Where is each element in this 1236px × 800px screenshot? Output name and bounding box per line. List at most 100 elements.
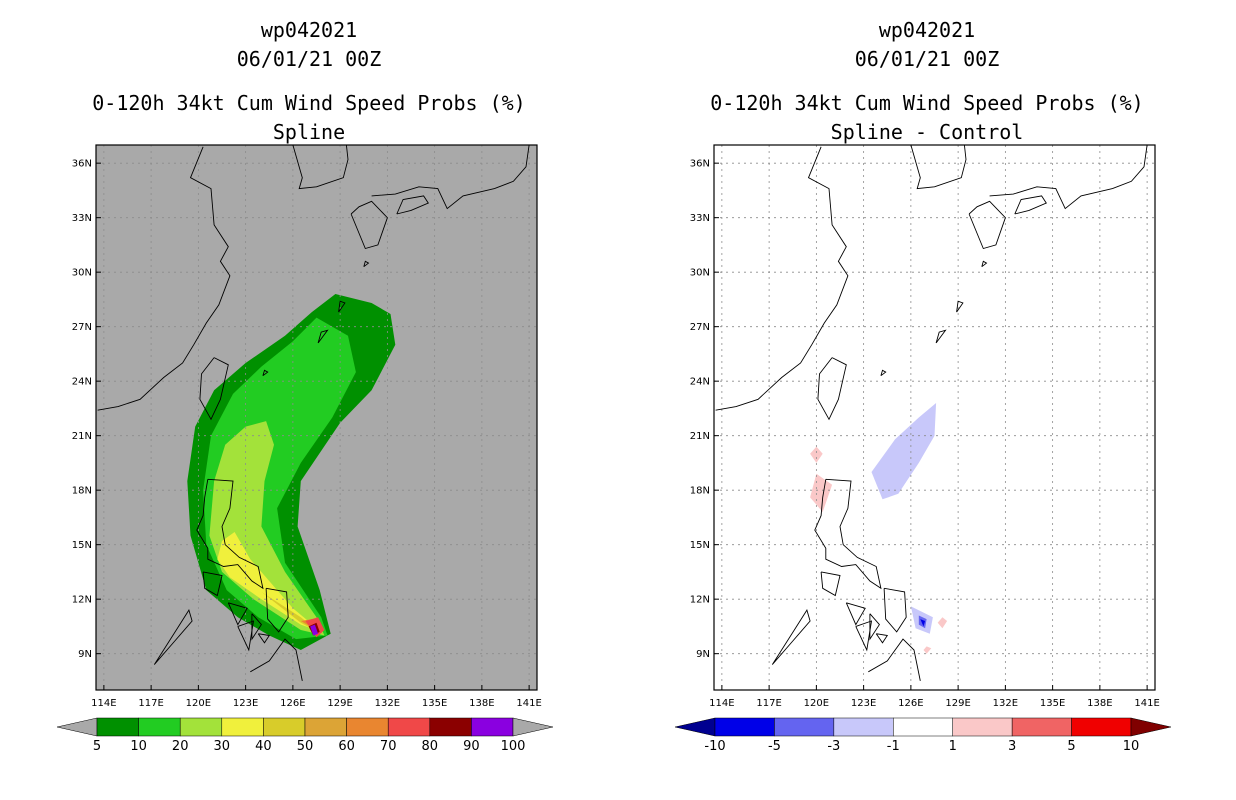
coastline-9 <box>227 602 248 626</box>
coastline-16 <box>956 300 964 313</box>
coastlines <box>97 145 530 681</box>
coastline-16 <box>338 300 346 313</box>
colorbar-swatch-6 <box>1071 717 1132 737</box>
x-tick-label: 138E <box>1087 698 1112 709</box>
contour-region-5 <box>920 619 926 627</box>
y-tick-label: 18N <box>72 486 92 497</box>
coastline-17 <box>262 369 269 377</box>
x-tick-label: 117E <box>138 698 163 709</box>
coastline-7 <box>265 587 289 633</box>
colorbar-swatch-1 <box>138 717 181 737</box>
x-tick-label: 135E <box>422 698 447 709</box>
colorbar-label: 80 <box>422 739 439 754</box>
colorbar-label: -10 <box>704 739 725 754</box>
colorbar-label: 90 <box>463 739 480 754</box>
grid <box>714 145 1155 690</box>
colorbar-label: -1 <box>887 739 900 754</box>
coastline-14 <box>771 609 811 665</box>
contour-region-2 <box>810 473 833 512</box>
coastline-13 <box>868 638 921 681</box>
coastline-8 <box>820 571 841 597</box>
coastline-0 <box>715 146 849 411</box>
storm-id: wp042021 <box>260 18 358 42</box>
colorbar-over-arrow <box>1130 717 1172 737</box>
colorbar-swatch-5 <box>304 717 347 737</box>
coastline-9 <box>845 602 866 626</box>
y-tick-label: 9N <box>78 649 92 660</box>
colorbar-label: 50 <box>297 739 314 754</box>
colorbar-swatch-0 <box>96 717 139 737</box>
contour-region-6 <box>937 617 948 629</box>
coastline-11 <box>251 613 262 641</box>
colorbar-label: 10 <box>1123 739 1140 754</box>
x-tick-label: 138E <box>469 698 494 709</box>
colorbar-label: 20 <box>172 739 189 754</box>
contour-region-3 <box>217 532 322 632</box>
y-tick-label: 18N <box>690 486 710 497</box>
contour-layer <box>810 403 948 654</box>
x-tick-label: 126E <box>280 698 305 709</box>
colorbar-under-arrow <box>56 717 98 737</box>
y-tick-label: 21N <box>72 431 92 442</box>
coastline-3 <box>371 145 530 210</box>
map-frame <box>95 144 538 691</box>
colorbar-swatch-2 <box>833 717 894 737</box>
y-tick-label: 21N <box>690 431 710 442</box>
colorbar-label: 5 <box>93 739 101 754</box>
chart-subtitle: Spline <box>272 120 346 144</box>
colorbar-swatch-4 <box>952 717 1013 737</box>
x-tick-label: 114E <box>709 698 734 709</box>
coastline-12 <box>875 633 889 644</box>
colorbar-label: 100 <box>501 739 526 754</box>
x-tick-label: 135E <box>1040 698 1065 709</box>
colorbar-swatch-8 <box>429 717 472 737</box>
y-tick-label: 27N <box>72 322 92 333</box>
coastlines <box>715 145 1148 681</box>
coastline-15 <box>317 329 329 344</box>
y-tick-label: 9N <box>696 649 710 660</box>
y-tick-label: 15N <box>72 540 92 551</box>
colorbar-swatch-3 <box>221 717 264 737</box>
colorbar-label: 3 <box>1008 739 1016 754</box>
x-tick-label: 126E <box>898 698 923 709</box>
x-tick-label: 120E <box>804 698 829 709</box>
y-tick-label: 27N <box>690 322 710 333</box>
probability-map: 114E 117E 120E 123E 126E 129E 132E 135E 138E 141E… <box>56 144 554 754</box>
colorbar-swatch-5 <box>1011 717 1072 737</box>
x-tick-label: 132E <box>993 698 1018 709</box>
coastline-11 <box>869 613 880 641</box>
colorbar-label: -3 <box>827 739 840 754</box>
coastline-10 <box>855 620 873 652</box>
coastline-7 <box>883 587 907 633</box>
coastline-5 <box>817 357 847 421</box>
coastline-18 <box>363 260 370 268</box>
colorbar-label: 1 <box>949 739 957 754</box>
coastline-8 <box>202 571 223 597</box>
coastline-15 <box>935 329 947 344</box>
storm-id: wp042021 <box>878 18 976 42</box>
colorbar-label: 70 <box>380 739 397 754</box>
x-tick-label: 132E <box>375 698 400 709</box>
coastline-2 <box>350 200 388 250</box>
coastline-17 <box>880 369 887 377</box>
x-tick-label: 141E <box>1134 698 1159 709</box>
colorbar-under-arrow <box>674 717 716 737</box>
y-tick-label: 30N <box>72 268 92 279</box>
coastline-4 <box>1014 195 1047 215</box>
x-tick-label: 129E <box>327 698 352 709</box>
coastline-2 <box>968 200 1006 250</box>
coastline-5 <box>199 357 229 421</box>
colorbar-label: 40 <box>255 739 272 754</box>
left-panel: wp042021 06/01/21 00Z 0-120h 34kt Cum Wi… <box>56 18 554 754</box>
y-tick-label: 24N <box>72 377 92 388</box>
x-tick-label: 129E <box>945 698 970 709</box>
contour-region-1 <box>810 446 823 463</box>
coastline-3 <box>989 145 1148 210</box>
y-tick-label: 33N <box>72 213 92 224</box>
y-tick-label: 12N <box>690 595 710 606</box>
coastline-6 <box>814 478 882 590</box>
colorbar-swatch-2 <box>179 717 223 737</box>
coastline-18 <box>981 260 988 268</box>
x-tick-label: 114E <box>91 698 116 709</box>
datetime: 06/01/21 00Z <box>854 47 1000 71</box>
